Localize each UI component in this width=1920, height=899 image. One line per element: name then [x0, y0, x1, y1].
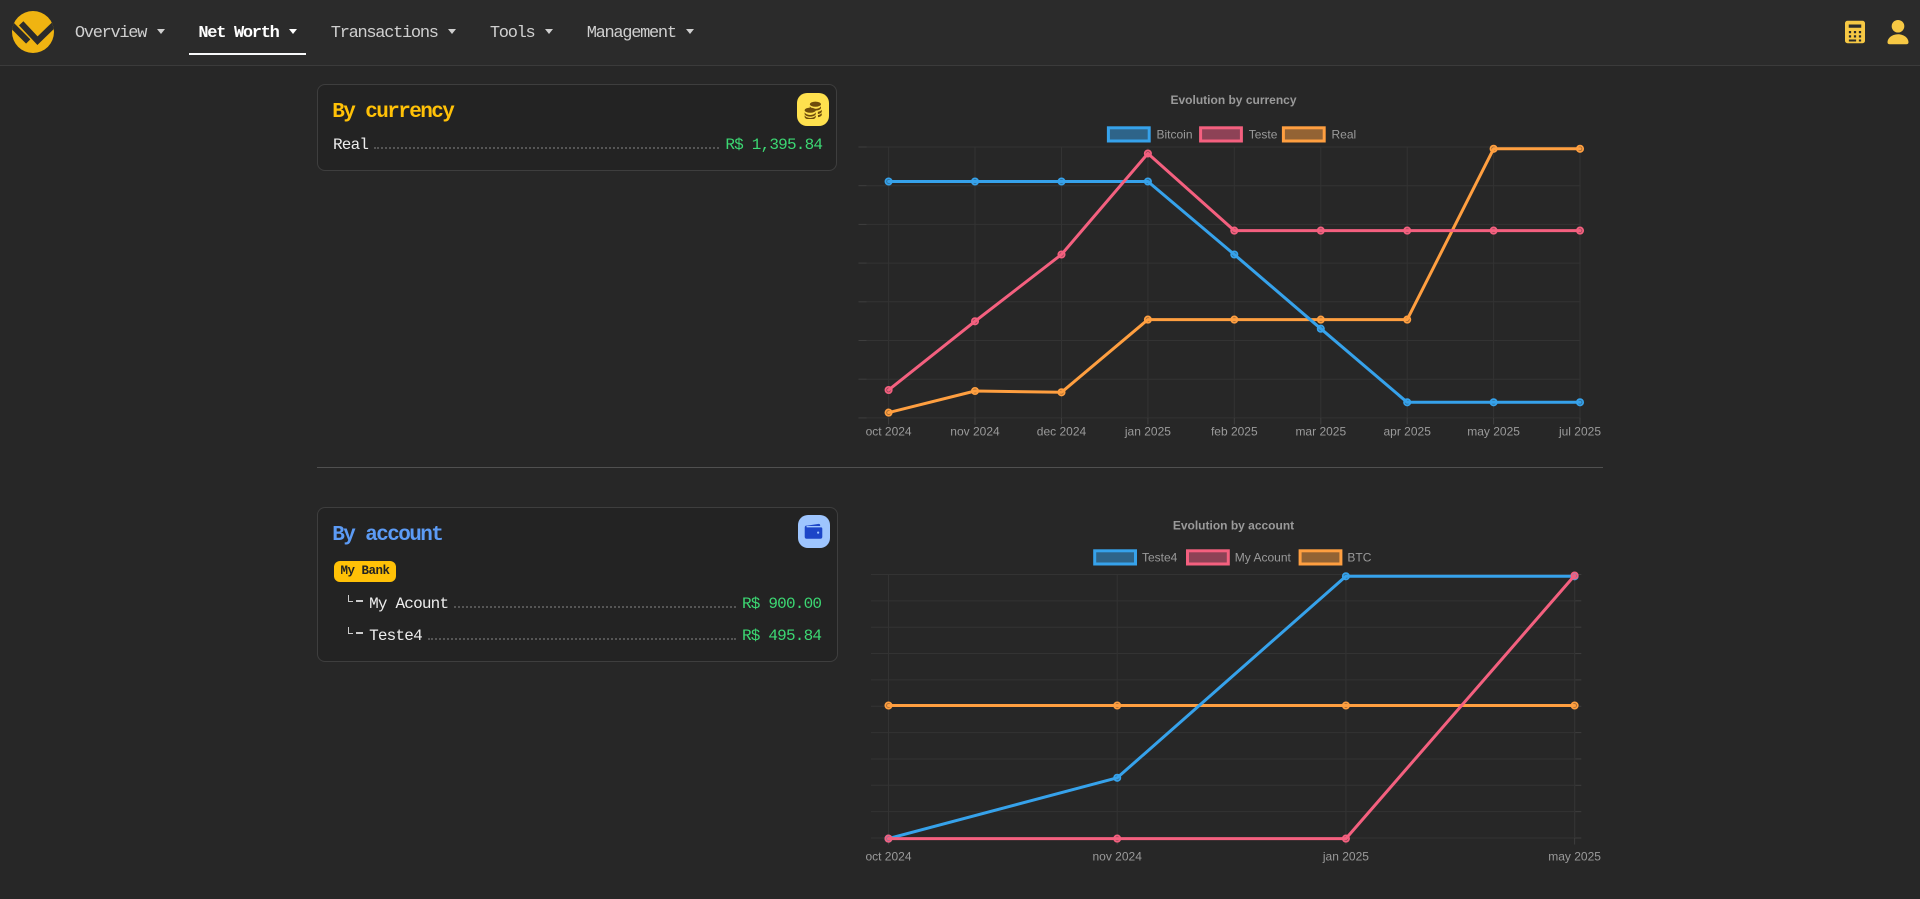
svg-text:Bitcoin: Bitcoin [1157, 128, 1193, 142]
svg-text:oct 2024: oct 2024 [865, 850, 911, 864]
svg-text:oct 2024: oct 2024 [866, 425, 912, 439]
svg-text:Real: Real [1332, 128, 1357, 142]
svg-text:may 2025: may 2025 [1548, 850, 1601, 864]
svg-text:apr 2025: apr 2025 [1384, 425, 1432, 439]
svg-text:My Acount: My Acount [1235, 551, 1292, 565]
svg-text:BTC: BTC [1347, 551, 1371, 565]
svg-text:Evolution by account: Evolution by account [1173, 519, 1294, 533]
svg-text:jan 2025: jan 2025 [1322, 850, 1369, 864]
svg-text:Evolution by currency: Evolution by currency [1170, 93, 1296, 107]
svg-text:jul 2025: jul 2025 [1558, 425, 1601, 439]
svg-text:Teste: Teste [1249, 128, 1278, 142]
svg-text:jan 2025: jan 2025 [1124, 425, 1171, 439]
svg-text:nov 2024: nov 2024 [950, 425, 1000, 439]
svg-text:may 2025: may 2025 [1467, 425, 1520, 439]
svg-text:feb 2025: feb 2025 [1211, 425, 1258, 439]
svg-text:nov 2024: nov 2024 [1093, 850, 1143, 864]
svg-text:mar 2025: mar 2025 [1295, 425, 1346, 439]
svg-text:Teste4: Teste4 [1142, 551, 1178, 565]
svg-text:dec 2024: dec 2024 [1037, 425, 1087, 439]
